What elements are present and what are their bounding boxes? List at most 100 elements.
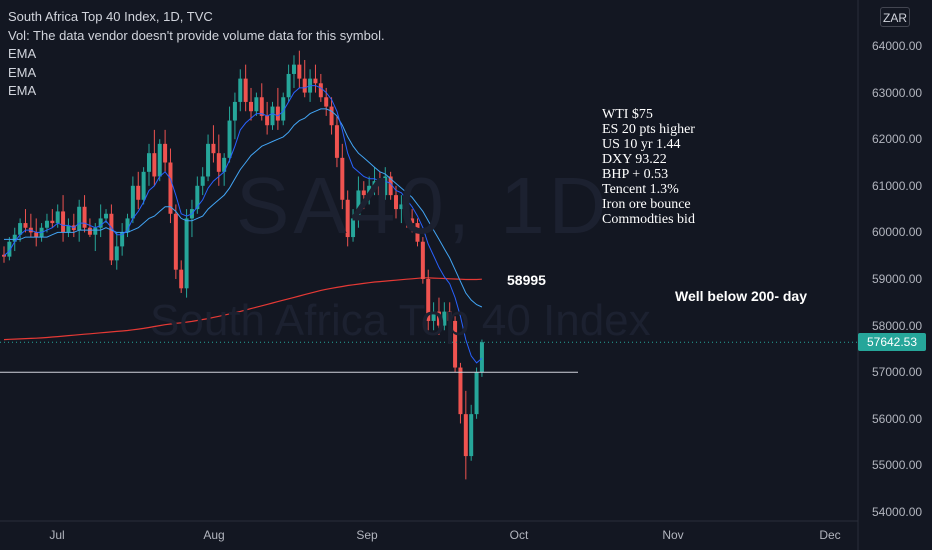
candle-body [479, 342, 484, 373]
candle-body [179, 269, 184, 289]
y-tick-label: 54000.00 [872, 505, 923, 519]
note-line: WTI $75 [602, 107, 653, 122]
market-notes: WTI $75 ES 20 pts higher US 10 yr 1.44 D… [602, 107, 695, 227]
x-tick-label: Sep [356, 528, 378, 542]
x-tick-label: Jul [49, 528, 65, 542]
candle-body [120, 232, 125, 247]
candle-body [334, 125, 339, 158]
candle-body [431, 311, 436, 321]
candle-body [152, 153, 157, 177]
candle-body [286, 73, 291, 98]
candle-body [146, 153, 151, 172]
candle-body [50, 220, 55, 224]
candle-body [141, 171, 146, 200]
candle-body [329, 106, 334, 126]
x-tick-label: Oct [509, 528, 529, 542]
ema-fast-line [3, 85, 483, 364]
candle-body [238, 78, 243, 102]
note-line: Commodties bid [602, 212, 695, 227]
candle-body [426, 279, 431, 321]
ema-slow-line [3, 277, 482, 341]
note-line: Tencent 1.3% [602, 182, 679, 197]
candle-body [104, 213, 109, 219]
candle-body [463, 414, 468, 457]
candle-body [98, 218, 103, 228]
candle-body [356, 190, 361, 219]
candle-body [367, 185, 372, 196]
candle-body [254, 97, 259, 112]
candle-body [130, 185, 135, 219]
y-tick-label: 58000.00 [872, 318, 923, 333]
candle-body [163, 143, 168, 163]
level-annotation: 58995 [507, 272, 546, 288]
note-line: DXY 93.22 [602, 152, 667, 167]
candle-body [243, 78, 248, 102]
candle-body [157, 143, 162, 177]
candle-body [291, 64, 296, 74]
candle-body [195, 185, 200, 210]
x-tick-label: Aug [203, 528, 225, 542]
candle-body [351, 218, 356, 238]
candle-body [458, 367, 463, 415]
candle-body [275, 106, 280, 121]
candle-body [227, 120, 232, 158]
price-axis[interactable]: 54000.00 55000.00 56000.00 57000.00 58000.00… [858, 0, 932, 521]
candle-body [469, 414, 474, 457]
candle-body [23, 223, 28, 228]
candle-body [136, 185, 141, 200]
candle-body [394, 195, 399, 210]
candle-body [87, 227, 92, 235]
candle-body [206, 143, 211, 177]
indicator-ema-3[interactable]: EMA [8, 83, 37, 98]
candle-body [211, 143, 216, 154]
candle-body [410, 218, 415, 224]
note-line: Iron ore bounce [602, 197, 691, 212]
y-tick-label: 62000.00 [872, 132, 923, 147]
candle-body [383, 176, 388, 196]
candle-body [34, 232, 39, 238]
candle-body [340, 157, 345, 200]
candle-body [297, 64, 302, 79]
candle-body [318, 83, 323, 98]
candle-body [82, 206, 87, 228]
volume-note: Vol: The data vendor doesn't provide vol… [8, 27, 385, 43]
candle-body [388, 176, 393, 196]
candle-body [7, 241, 12, 257]
candle-body [302, 78, 307, 93]
x-tick-label: Dec [819, 528, 841, 542]
candle-body [415, 223, 420, 242]
candle-body [2, 254, 6, 257]
candle-body [114, 246, 119, 261]
candle-body [313, 78, 318, 84]
candle-body [265, 115, 270, 126]
currency-badge[interactable]: ZAR [880, 7, 910, 27]
candle-body [436, 311, 441, 326]
indicator-ema-1[interactable]: EMA [8, 46, 37, 61]
candle-body [216, 153, 221, 172]
note-line: US 10 yr 1.44 [602, 137, 681, 152]
candle-body [420, 241, 425, 279]
candle-body [404, 204, 409, 219]
candle-body [200, 176, 205, 186]
last-price-tag: 57642.53 [858, 333, 926, 351]
candle-body [399, 204, 404, 210]
candle-body [93, 227, 98, 235]
candle-body [249, 101, 254, 112]
indicator-ema-2[interactable]: EMA [8, 64, 37, 80]
candle-body [232, 101, 237, 121]
candle-body [173, 213, 178, 270]
candle-body [270, 106, 275, 126]
candle-body [324, 97, 329, 107]
candle-body [168, 162, 173, 214]
chart-title[interactable]: South Africa Top 40 Index, 1D, TVC [8, 9, 213, 24]
candle-body [109, 213, 114, 261]
candle-body [222, 157, 227, 172]
watermark-symbol: SA40, 1D [236, 161, 611, 250]
candle-body [259, 97, 264, 116]
ema-mid-line [4, 108, 483, 308]
candle-body [12, 234, 17, 242]
candle-body [345, 199, 350, 238]
chart-legend: South Africa Top 40 Index, 1D, TVC Vol: … [8, 8, 385, 101]
y-tick-label: 63000.00 [872, 85, 923, 100]
